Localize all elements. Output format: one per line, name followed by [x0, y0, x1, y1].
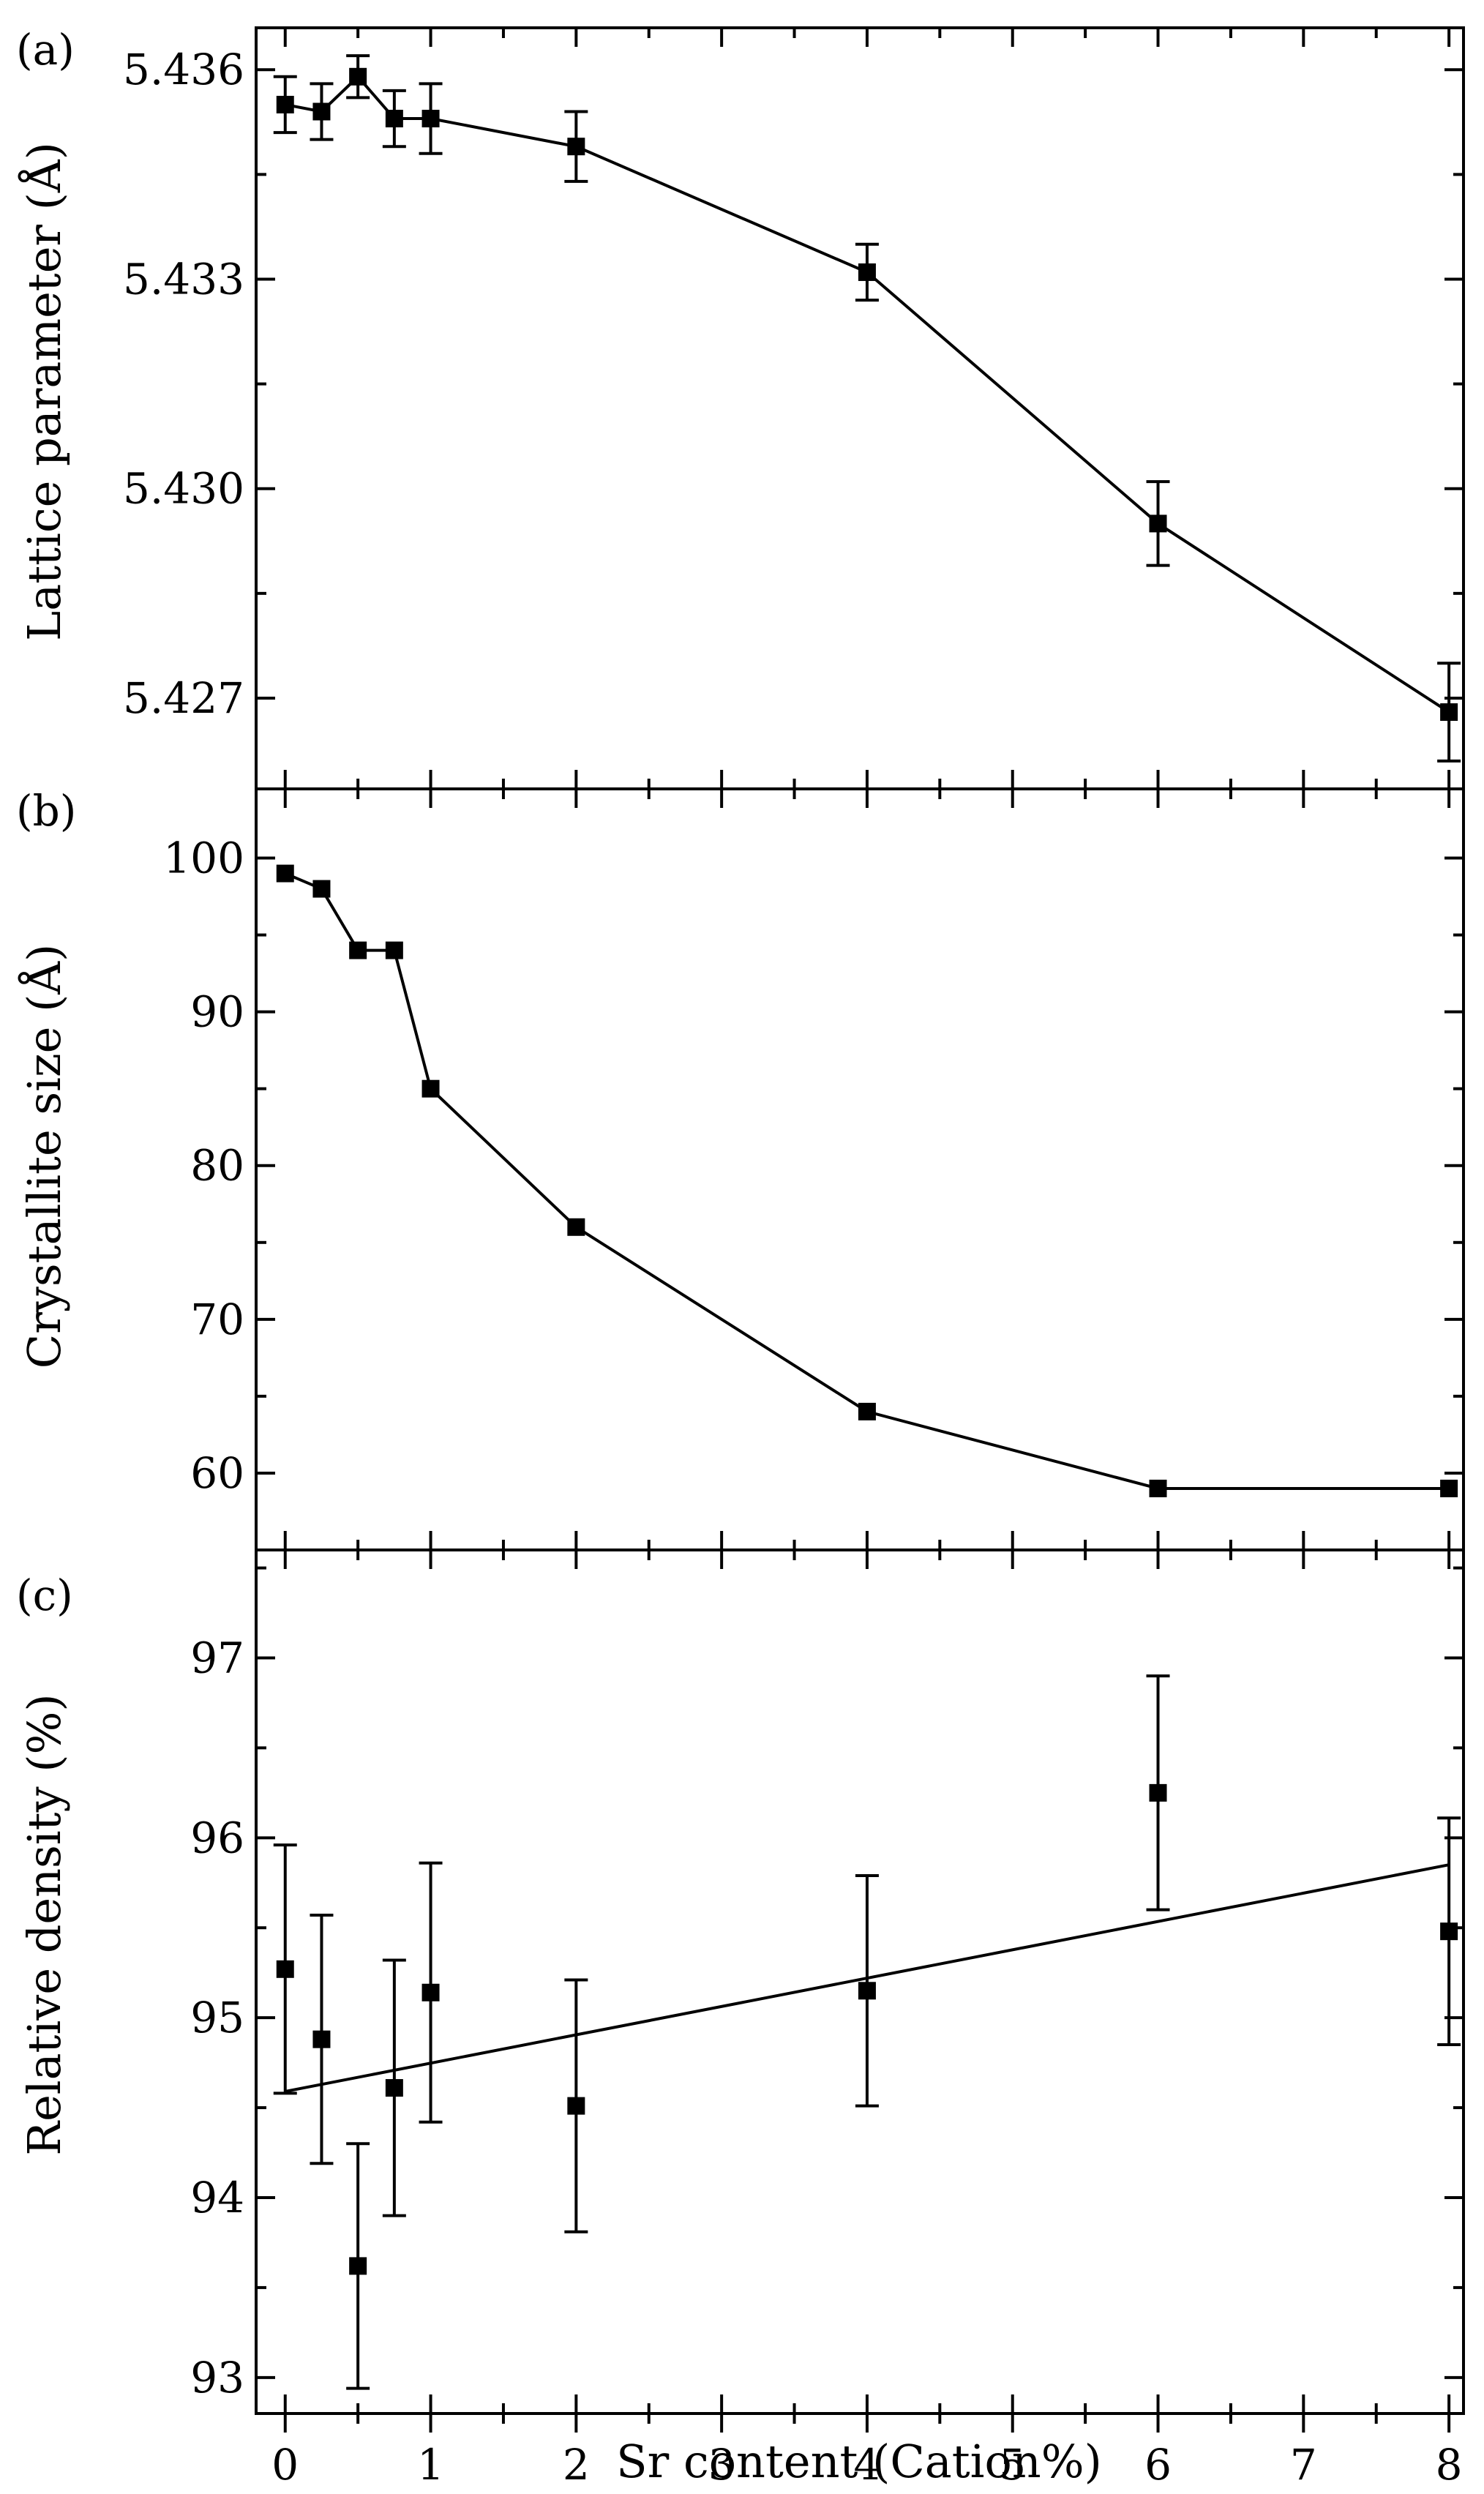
data-point: [421, 1983, 440, 2001]
data-point: [312, 2030, 331, 2048]
panel-c-ticks: 93 94 95 96 97: [190, 1550, 1464, 2414]
data-point: [858, 1982, 876, 2000]
panel-c: (c) Relative density (%) 93 94 95 96 97: [16, 1549, 1465, 2415]
y-tick-label: 93: [190, 2353, 244, 2403]
panel-a-ticks: 5.427 5.430 5.433 5.436: [123, 28, 1464, 789]
data-point: [276, 864, 294, 883]
data-point: [385, 110, 403, 128]
panel-frame: [255, 787, 1465, 1551]
data-point: [349, 941, 367, 959]
x-tick-label: 3: [708, 2440, 735, 2490]
y-tick-label: 5.430: [123, 464, 244, 514]
data-point: [385, 941, 403, 959]
data-point: [1440, 1479, 1458, 1497]
data-point: [385, 2079, 403, 2097]
panel-a-marks: [273, 54, 1461, 763]
data-point: [421, 110, 440, 128]
panel-frame: [255, 26, 1465, 790]
data-point: [858, 1402, 876, 1420]
y-tick-label: 70: [190, 1295, 244, 1344]
y-tick-label: 96: [190, 1813, 244, 1862]
data-point: [1149, 1479, 1167, 1497]
series-line: [284, 872, 1450, 1490]
panel-b: (b) Crystallite size (Å) 60 70 80 90 100: [16, 786, 1465, 1551]
data-point: [1149, 514, 1167, 533]
data-point: [421, 1079, 440, 1098]
y-tick-label: 97: [190, 1633, 244, 1683]
panel-a-label: (a): [16, 25, 75, 75]
data-point: [1440, 703, 1458, 722]
x-tick-label: 4: [853, 2440, 880, 2490]
x-axis: 0 1 2 3 4 5 6 7 8: [271, 2414, 1463, 2490]
data-point: [312, 880, 331, 898]
data-point: [349, 2257, 367, 2275]
x-tick-label: 1: [417, 2440, 444, 2490]
x-tick-label: 8: [1436, 2440, 1463, 2490]
series-line: [285, 74, 1450, 714]
panel-a-ylabel: Lattice parameter (Å): [18, 142, 71, 641]
x-axis-label: Sr content (Cation%): [616, 2435, 1102, 2488]
data-point: [312, 102, 331, 121]
data-point: [567, 1218, 585, 1236]
panel-frame: [255, 1549, 1465, 2415]
y-tick-label: 80: [190, 1141, 244, 1191]
panel-b-marks: [276, 864, 1458, 1497]
y-tick-label: 94: [190, 2173, 244, 2222]
y-tick-label: 95: [190, 1993, 244, 2042]
data-point: [1149, 1783, 1167, 1802]
data-point: [276, 95, 294, 113]
panel-c-marks: [273, 1674, 1461, 2390]
data-point: [349, 67, 367, 86]
data-point: [567, 2097, 585, 2115]
y-tick-label: 5.427: [123, 673, 244, 723]
y-tick-label: 5.433: [123, 254, 244, 304]
x-tick-label: 7: [1290, 2440, 1317, 2490]
panel-a: (a) Lattice parameter (Å) 5.427 5.430 5.43…: [16, 25, 1465, 790]
data-point: [1440, 1922, 1458, 1941]
panel-c-ylabel: Relative density (%): [18, 1693, 71, 2155]
data-point: [858, 263, 876, 281]
x-tick-label: 0: [271, 2440, 299, 2490]
x-tick-label: 2: [563, 2440, 590, 2490]
y-tick-label: 90: [190, 987, 244, 1037]
panel-b-label: (b): [16, 786, 76, 836]
x-tick-label: 5: [999, 2440, 1026, 2490]
data-point: [276, 1960, 294, 1978]
x-tick-label: 6: [1144, 2440, 1172, 2490]
y-tick-label: 100: [163, 834, 244, 883]
y-tick-label: 60: [190, 1448, 244, 1498]
panel-b-ticks: 60 70 80 90 100: [163, 789, 1464, 1550]
data-point: [567, 138, 585, 156]
panel-b-ylabel: Crystallite size (Å): [18, 944, 71, 1368]
panel-c-label: (c): [16, 1570, 73, 1620]
y-tick-label: 5.436: [123, 45, 244, 94]
